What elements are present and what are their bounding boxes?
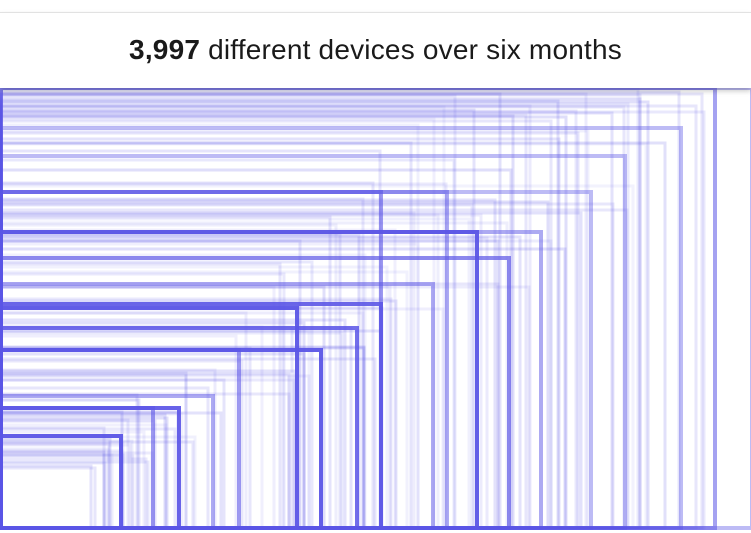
device-count: 3,997 bbox=[129, 33, 201, 65]
chart-header: 3,997 different devices over six months bbox=[0, 12, 751, 88]
device-rect-faint bbox=[0, 464, 93, 530]
device-rect-faint bbox=[0, 466, 97, 530]
title-text: different devices over six months bbox=[208, 33, 622, 65]
device-rect-faint bbox=[0, 460, 150, 530]
device-rect bbox=[0, 86, 717, 530]
device-rect bbox=[0, 86, 751, 530]
chart-title: 3,997 different devices over six months bbox=[129, 34, 622, 66]
device-rect-faint bbox=[0, 461, 107, 530]
rect-layer bbox=[0, 86, 751, 530]
